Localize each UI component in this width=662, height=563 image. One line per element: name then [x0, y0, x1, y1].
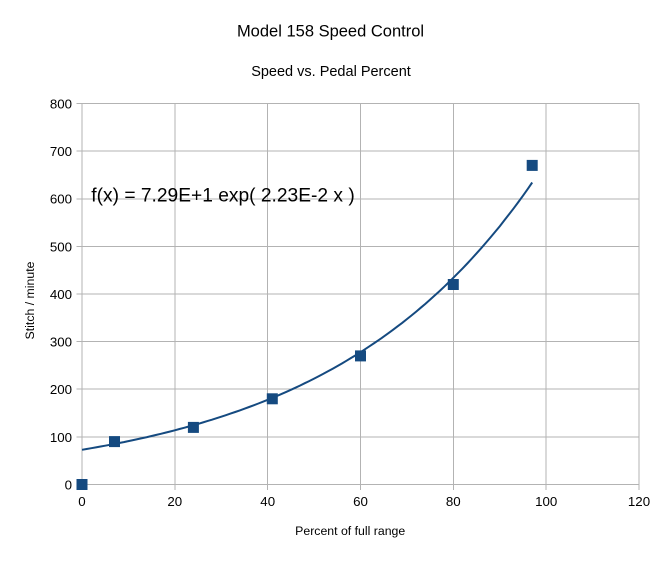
svg-text:700: 700	[50, 144, 72, 159]
svg-text:200: 200	[50, 382, 72, 397]
svg-text:40: 40	[260, 494, 275, 509]
svg-text:Speed vs. Pedal Percent: Speed vs. Pedal Percent	[251, 64, 411, 80]
svg-text:800: 800	[50, 96, 72, 111]
svg-text:20: 20	[167, 494, 182, 509]
svg-text:100: 100	[50, 430, 72, 445]
svg-text:60: 60	[353, 494, 368, 509]
svg-text:80: 80	[446, 494, 461, 509]
svg-text:300: 300	[50, 335, 72, 350]
svg-text:600: 600	[50, 192, 72, 207]
svg-text:Model 158 Speed Control: Model 158 Speed Control	[237, 23, 424, 41]
svg-text:120: 120	[628, 494, 650, 509]
svg-text:Stitch / minute: Stitch / minute	[23, 261, 37, 339]
svg-text:f(x) = 7.29E+1 exp( 2.23E-2 x: f(x) = 7.29E+1 exp( 2.23E-2 x )	[91, 185, 354, 206]
svg-text:0: 0	[65, 477, 72, 492]
svg-text:500: 500	[50, 239, 72, 254]
svg-text:400: 400	[50, 287, 72, 302]
svg-text:Percent of full range: Percent of full range	[295, 524, 405, 538]
svg-text:0: 0	[78, 494, 85, 509]
svg-text:100: 100	[535, 494, 557, 509]
